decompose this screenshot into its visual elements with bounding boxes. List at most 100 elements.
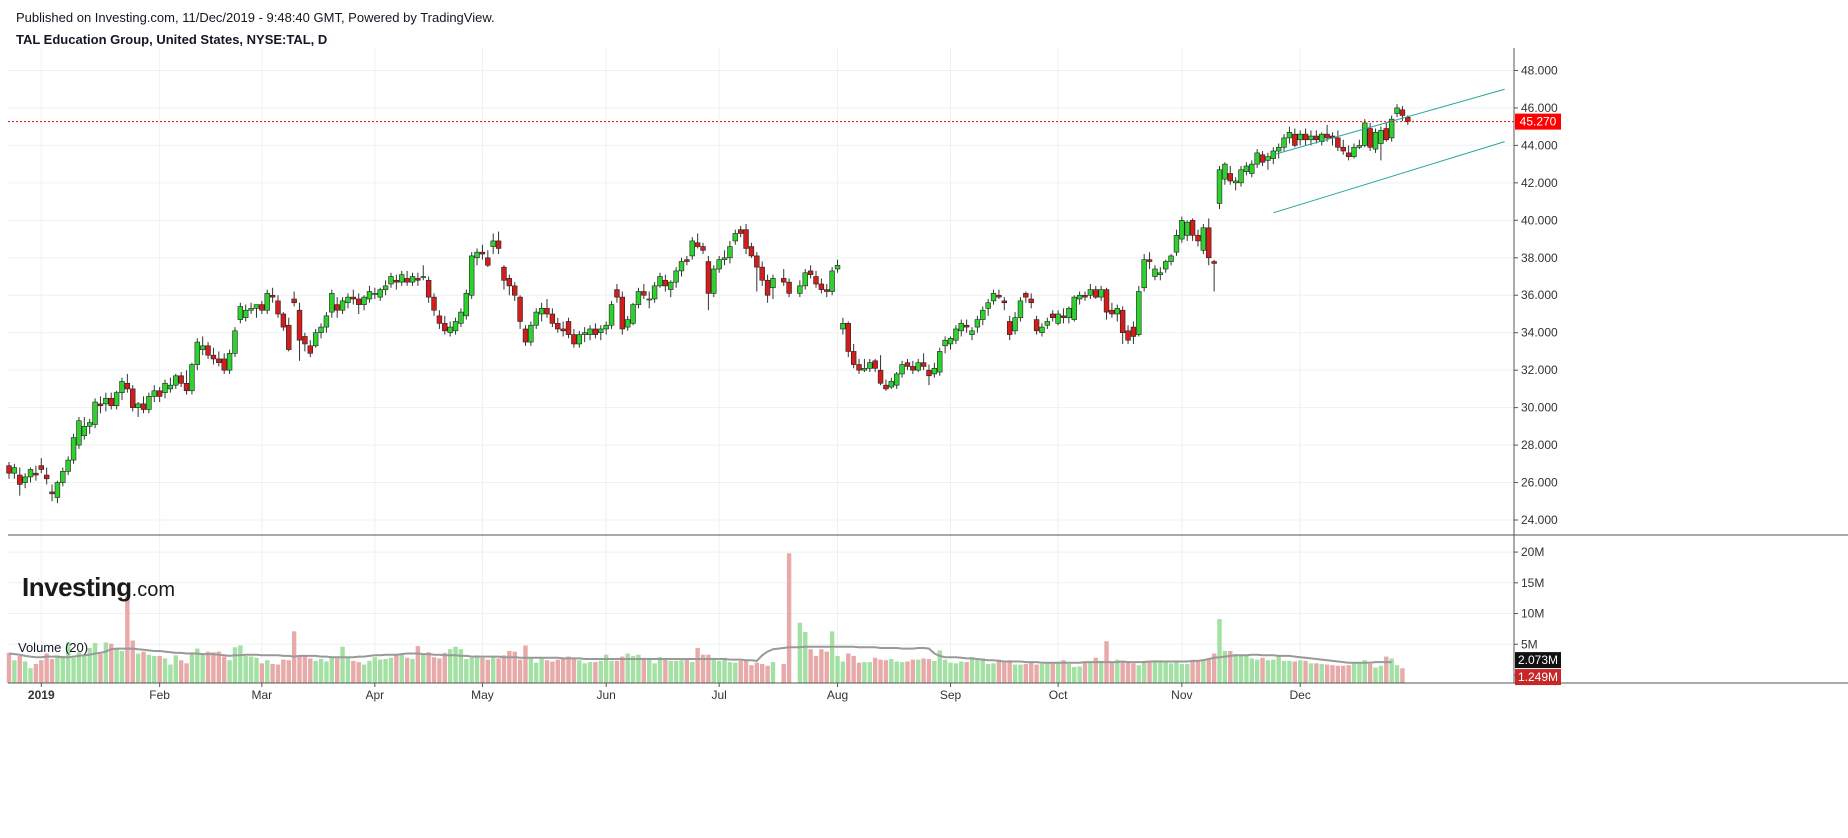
volume-bar	[1185, 663, 1190, 683]
candle-body	[345, 296, 351, 304]
volume-bar	[808, 649, 813, 683]
volume-ma-line	[8, 645, 1392, 664]
volume-bar	[1190, 661, 1195, 683]
candle-body	[920, 362, 927, 367]
candle-body	[60, 471, 66, 483]
volume-bar	[130, 640, 135, 683]
volume-bar	[318, 659, 324, 683]
volume-bar	[894, 661, 899, 683]
volume-bar	[388, 657, 394, 683]
candle-body	[350, 296, 357, 300]
volume-bar	[905, 661, 910, 683]
candle-body	[1130, 326, 1137, 337]
candle-body	[1243, 165, 1250, 172]
volume-bar	[716, 660, 722, 683]
candle-body	[81, 426, 88, 437]
candle-body	[953, 328, 959, 341]
candle-body	[194, 341, 200, 365]
price-tick-label: 48.000	[1521, 63, 1558, 77]
candle-body	[312, 332, 319, 347]
volume-bar	[582, 663, 587, 683]
volume-bar	[324, 661, 329, 683]
volume-bar	[695, 647, 700, 683]
candle-body	[361, 296, 367, 305]
volume-bar	[491, 655, 496, 683]
candle-body	[834, 264, 841, 270]
candle-body	[1114, 308, 1120, 315]
candle-body	[872, 360, 878, 369]
volume-bar	[1050, 662, 1055, 683]
price-tick-label: 30.000	[1521, 401, 1558, 415]
volume-bar	[447, 649, 453, 683]
volume-bar	[539, 658, 544, 683]
volume-bar	[254, 657, 259, 683]
candlesticks	[6, 104, 1411, 504]
volume-bar	[673, 660, 679, 683]
candle-body	[1039, 326, 1045, 334]
candle-body	[533, 311, 539, 326]
volume-bar	[1007, 660, 1012, 683]
candle-body	[38, 465, 44, 470]
volume-bar	[566, 656, 571, 683]
candle-body	[54, 482, 61, 498]
candle-body	[700, 246, 706, 251]
volume-bar	[33, 663, 39, 683]
candle-body	[1259, 154, 1266, 163]
price-tick-label: 28.000	[1521, 438, 1558, 452]
candle-body	[420, 276, 426, 278]
volume-bar	[302, 656, 308, 683]
volume-bar	[953, 663, 959, 683]
candle-body	[689, 240, 695, 257]
candle-body	[1227, 173, 1233, 182]
volume-bar	[840, 661, 846, 683]
volume-bar	[1335, 665, 1341, 683]
volume-bar	[1098, 660, 1104, 683]
volume-bar	[975, 659, 980, 683]
volume-bar	[684, 658, 690, 683]
volume-bar	[1072, 667, 1077, 683]
candle-body	[1394, 107, 1400, 114]
candle-body	[70, 437, 77, 461]
logo-brand: Investing	[22, 572, 132, 602]
candle-body	[1308, 135, 1314, 141]
candle-body	[1157, 272, 1164, 275]
volume-bar	[738, 660, 743, 683]
volume-bar	[872, 657, 878, 683]
volume-bar	[668, 660, 673, 683]
volume-bar	[146, 654, 152, 683]
volume-bar	[603, 654, 609, 683]
volume-bar	[232, 647, 238, 683]
candle-body	[1044, 321, 1051, 326]
candle-body	[867, 362, 873, 369]
candle-body	[119, 381, 125, 393]
volume-bar	[1228, 651, 1233, 683]
volume-bar	[205, 651, 211, 683]
candle-body	[468, 255, 475, 296]
volume-bar	[103, 642, 109, 683]
candle-body	[764, 279, 771, 296]
candle-body	[108, 397, 114, 407]
candle-body	[1189, 220, 1196, 236]
candle-body	[92, 401, 98, 425]
volume-bar	[372, 657, 378, 683]
candle-body	[485, 257, 491, 266]
candle-body	[1066, 308, 1072, 319]
volume-bar	[1292, 661, 1298, 683]
volume-bar	[587, 662, 593, 683]
volume-bar	[1351, 662, 1357, 683]
candle-body	[1200, 227, 1207, 251]
candle-body	[942, 339, 948, 347]
volume-bar	[162, 658, 168, 683]
volume-bar	[195, 648, 200, 683]
volume-bar	[593, 662, 598, 683]
volume-bar	[184, 663, 189, 683]
candle-body	[329, 293, 335, 313]
volume-bar	[577, 660, 582, 683]
candle-body	[522, 328, 529, 343]
candle-body	[759, 266, 765, 281]
candle-body	[1302, 133, 1309, 141]
candle-body	[388, 276, 394, 285]
candle-body	[1313, 135, 1320, 141]
volume-bar	[926, 659, 932, 683]
